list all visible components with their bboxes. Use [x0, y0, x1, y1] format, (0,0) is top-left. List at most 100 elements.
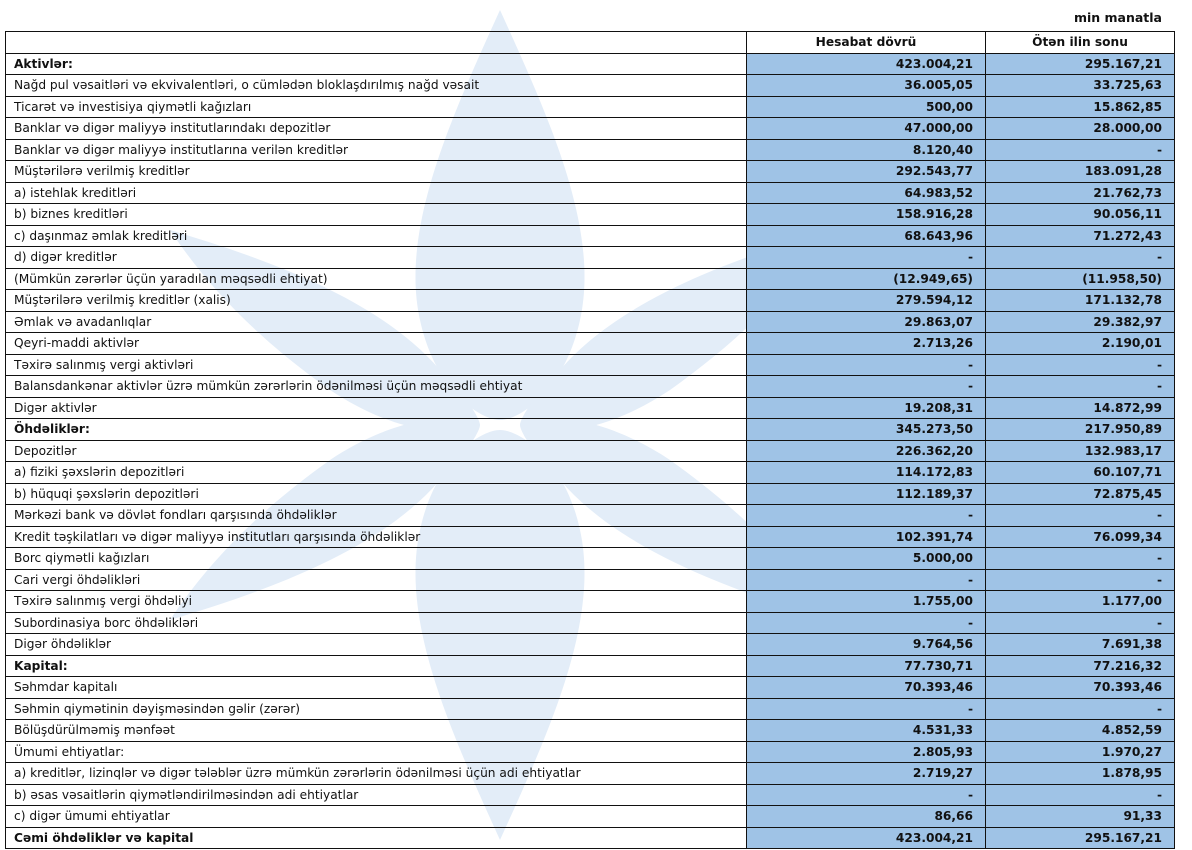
- value-current-period: 345.273,50: [746, 418, 986, 441]
- row-label: Bölüşdürülməmiş mənfəət: [5, 719, 747, 742]
- row-label: (Mümkün zərərlər üçün yaradılan məqsədli…: [5, 267, 747, 290]
- unit-label: min manatla: [1073, 10, 1162, 25]
- value-current-period: 29.863,07: [746, 310, 986, 333]
- table-row: b) hüquqi şəxslərin depozitləri 112.189,3…: [5, 482, 1175, 505]
- row-label: Öhdəliklər:: [5, 418, 747, 441]
- table-row: Səhmdar kapitalı 70.393,46 70.393,46: [5, 676, 1175, 699]
- table-row: b) əsas vəsaitlərin qiymətləndirilməsind…: [5, 783, 1175, 806]
- row-label: Qeyri-maddi aktivlər: [5, 332, 747, 355]
- table-row: a) istehlak kreditləri 64.983,52 21.762,73: [5, 181, 1175, 204]
- value-previous-year-end: 295.167,21: [985, 826, 1175, 849]
- row-label: a) istehlak kreditləri: [5, 181, 747, 204]
- row-label: Depozitlər: [5, 439, 747, 462]
- table-row: Qeyri-maddi aktivlər 2.713,26 2.190,01: [5, 332, 1175, 355]
- table-row: Müştərilərə verilmiş kreditlər (xalis) 27…: [5, 289, 1175, 312]
- table-row: d) digər kreditlər - -: [5, 246, 1175, 269]
- table-row: Ticarət və investisiya qiymətli kağızlar…: [5, 95, 1175, 118]
- value-previous-year-end: 15.862,85: [985, 95, 1175, 118]
- value-previous-year-end: 1.878,95: [985, 762, 1175, 785]
- table-row: Kredit təşkilatları və digər maliyyə ins…: [5, 525, 1175, 548]
- row-label: Digər aktivlər: [5, 396, 747, 419]
- value-previous-year-end: 7.691,38: [985, 633, 1175, 656]
- value-current-period: 4.531,33: [746, 719, 986, 742]
- balance-sheet-table: Hesabat dövrü Ötən ilin sonu Aktivlər: 42…: [5, 31, 1175, 849]
- value-previous-year-end: 29.382,97: [985, 310, 1175, 333]
- row-label: Kapital:: [5, 654, 747, 677]
- row-label: Səhmin qiymətinin dəyişməsindən gəlir (z…: [5, 697, 747, 720]
- value-current-period: 114.172,83: [746, 461, 986, 484]
- row-label: Subordinasiya borc öhdəlikləri: [5, 611, 747, 634]
- table-row: (Mümkün zərərlər üçün yaradılan məqsədli…: [5, 267, 1175, 290]
- value-previous-year-end: -: [985, 246, 1175, 269]
- value-current-period: 423.004,21: [746, 52, 986, 75]
- value-current-period: -: [746, 783, 986, 806]
- row-label: Müştərilərə verilmiş kreditlər: [5, 160, 747, 183]
- row-label: Banklar və digər maliyyə institutlarında…: [5, 117, 747, 140]
- value-previous-year-end: 132.983,17: [985, 439, 1175, 462]
- row-label: d) digər kreditlər: [5, 246, 747, 269]
- row-label: b) biznes kreditləri: [5, 203, 747, 226]
- table-row: Aktivlər: 423.004,21 295.167,21: [5, 52, 1175, 75]
- table-row: Ümumi ehtiyatlar: 2.805,93 1.970,27: [5, 740, 1175, 763]
- value-current-period: 47.000,00: [746, 117, 986, 140]
- row-label: Təxirə salınmış vergi aktivləri: [5, 353, 747, 376]
- value-previous-year-end: -: [985, 547, 1175, 570]
- table-row: b) biznes kreditləri 158.916,28 90.056,11: [5, 203, 1175, 226]
- value-current-period: 5.000,00: [746, 547, 986, 570]
- value-current-period: 70.393,46: [746, 676, 986, 699]
- row-label: Kredit təşkilatları və digər maliyyə ins…: [5, 525, 747, 548]
- table-row: Kapital: 77.730,71 77.216,32: [5, 654, 1175, 677]
- table-row: a) fiziki şəxslərin depozitləri 114.172,8…: [5, 461, 1175, 484]
- table-row: Nağd pul vəsaitləri və ekvivalentləri, o…: [5, 74, 1175, 97]
- table-row: Balansdankənar aktivlər üzrə mümkün zərə…: [5, 375, 1175, 398]
- row-label: Ümumi ehtiyatlar:: [5, 740, 747, 763]
- value-previous-year-end: -: [985, 783, 1175, 806]
- table-header-row: Hesabat dövrü Ötən ilin sonu: [5, 31, 1175, 54]
- value-previous-year-end: 33.725,63: [985, 74, 1175, 97]
- table-row: Cari vergi öhdəlikləri - -: [5, 568, 1175, 591]
- table-row: Banklar və digər maliyyə institutlarına …: [5, 138, 1175, 161]
- value-previous-year-end: 183.091,28: [985, 160, 1175, 183]
- value-current-period: -: [746, 246, 986, 269]
- value-current-period: 64.983,52: [746, 181, 986, 204]
- value-previous-year-end: -: [985, 568, 1175, 591]
- row-label: Cari vergi öhdəlikləri: [5, 568, 747, 591]
- row-label: Əmlak və avadanlıqlar: [5, 310, 747, 333]
- value-previous-year-end: 1.177,00: [985, 590, 1175, 613]
- value-previous-year-end: 2.190,01: [985, 332, 1175, 355]
- value-previous-year-end: 21.762,73: [985, 181, 1175, 204]
- table-row: Müştərilərə verilmiş kreditlər 292.543,77…: [5, 160, 1175, 183]
- value-current-period: 9.764,56: [746, 633, 986, 656]
- table-row: a) kreditlər, lizinqlər və digər tələblə…: [5, 762, 1175, 785]
- row-label: Mərkəzi bank və dövlət fondları qarşısın…: [5, 504, 747, 527]
- table-row: Digər öhdəliklər 9.764,56 7.691,38: [5, 633, 1175, 656]
- value-current-period: 158.916,28: [746, 203, 986, 226]
- value-previous-year-end: 295.167,21: [985, 52, 1175, 75]
- table-row: Öhdəliklər: 345.273,50 217.950,89: [5, 418, 1175, 441]
- row-label: a) kreditlər, lizinqlər və digər tələblə…: [5, 762, 747, 785]
- table-row: Təxirə salınmış vergi aktivləri - -: [5, 353, 1175, 376]
- table-row: Cəmi öhdəliklər və kapital 423.004,21 295.…: [5, 826, 1175, 849]
- value-previous-year-end: -: [985, 611, 1175, 634]
- table-row: Digər aktivlər 19.208,31 14.872,99: [5, 396, 1175, 419]
- value-previous-year-end: 71.272,43: [985, 224, 1175, 247]
- row-label: b) hüquqi şəxslərin depozitləri: [5, 482, 747, 505]
- value-previous-year-end: -: [985, 138, 1175, 161]
- row-label: Borc qiymətli kağızları: [5, 547, 747, 570]
- row-label: Balansdankənar aktivlər üzrə mümkün zərə…: [5, 375, 747, 398]
- value-current-period: -: [746, 504, 986, 527]
- row-label: b) əsas vəsaitlərin qiymətləndirilməsind…: [5, 783, 747, 806]
- row-label: c) daşınmaz əmlak kreditləri: [5, 224, 747, 247]
- value-current-period: 102.391,74: [746, 525, 986, 548]
- row-label: Aktivlər:: [5, 52, 747, 75]
- value-previous-year-end: -: [985, 375, 1175, 398]
- value-previous-year-end: 217.950,89: [985, 418, 1175, 441]
- value-current-period: 2.719,27: [746, 762, 986, 785]
- header-previous-year-end: Ötən ilin sonu: [985, 31, 1175, 54]
- value-previous-year-end: 28.000,00: [985, 117, 1175, 140]
- value-current-period: 77.730,71: [746, 654, 986, 677]
- value-current-period: -: [746, 375, 986, 398]
- row-label: a) fiziki şəxslərin depozitləri: [5, 461, 747, 484]
- table-row: Mərkəzi bank və dövlət fondları qarşısın…: [5, 504, 1175, 527]
- value-current-period: 68.643,96: [746, 224, 986, 247]
